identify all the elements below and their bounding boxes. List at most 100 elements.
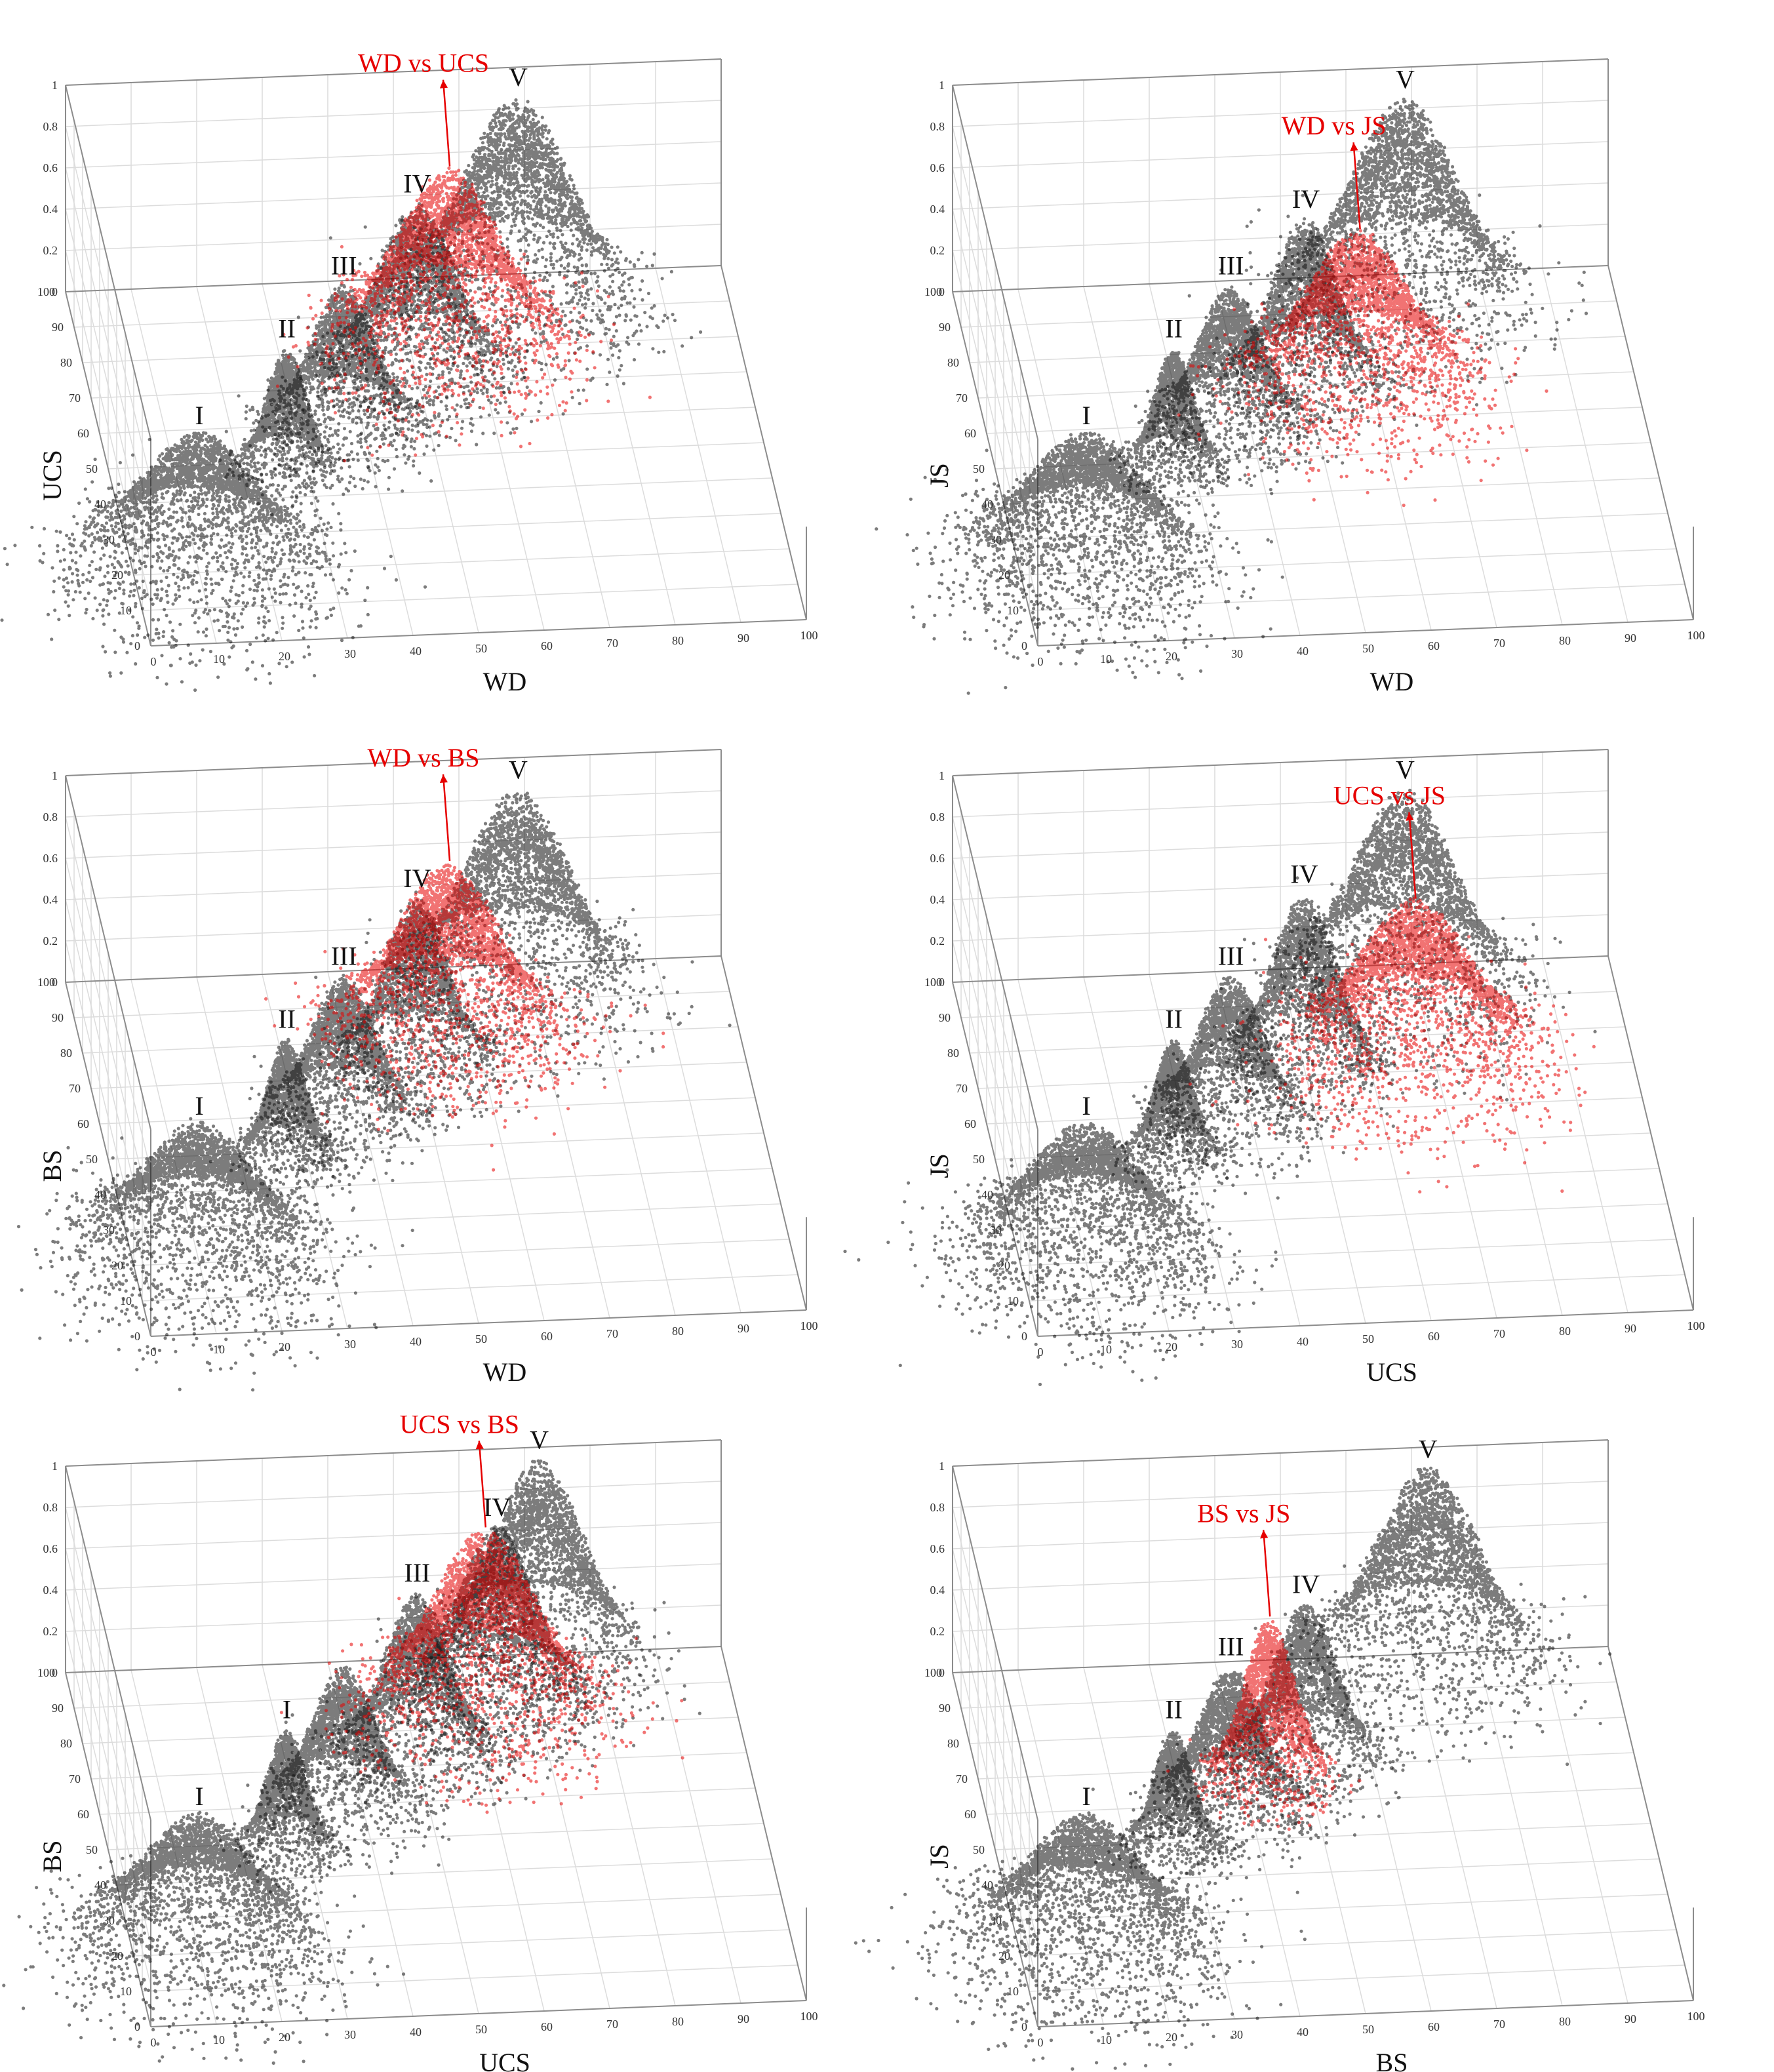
grid-line	[108, 442, 764, 469]
cluster-4-points	[266, 202, 547, 456]
y-tick-label: 90	[939, 1702, 951, 1715]
y-tick-label: 50	[973, 462, 985, 475]
z-tick-label: 0.2	[930, 244, 945, 257]
cluster-1	[0, 431, 427, 692]
x-tick-label: 0	[1038, 2036, 1044, 2049]
grid-line	[952, 831, 1609, 859]
axis-edge	[952, 85, 1038, 440]
cluster-1-points	[854, 1811, 1307, 2071]
z-tick-label: 0.2	[930, 934, 945, 947]
cluster-5-points	[1219, 788, 1597, 1102]
arrow-line	[478, 1441, 487, 1528]
axis-edge	[150, 619, 807, 647]
peak-label: II	[278, 313, 296, 343]
highlight-cluster	[279, 1531, 684, 1814]
highlight-cluster-points	[279, 1531, 684, 1814]
x-axis-title: WD	[483, 667, 527, 696]
grid	[952, 1439, 1694, 2027]
axis-edge	[952, 749, 1609, 776]
x-tick-label: 50	[1362, 2023, 1374, 2036]
axis-edge	[952, 1465, 1038, 1821]
z-tick-label: 0.8	[43, 810, 58, 824]
y-tick-label: 0	[1021, 2020, 1027, 2033]
z-tick-label: 0.6	[930, 1542, 945, 1555]
y-tick-label: 10	[120, 604, 132, 617]
axis-edge	[1607, 955, 1694, 1311]
arrow-line	[1408, 812, 1417, 899]
grid-line	[952, 1631, 1038, 1986]
pair-label: WD vs JS	[1282, 111, 1387, 140]
axis-edge	[65, 749, 722, 776]
cluster-1-points	[875, 431, 1284, 695]
z-tick-label: 1	[52, 1460, 58, 1473]
axis-edge	[1607, 1646, 1694, 2001]
axes-box	[952, 58, 1694, 647]
x-tick-label: 40	[1297, 2025, 1309, 2039]
grid-line	[960, 300, 1617, 328]
x-tick-label: 0	[151, 2036, 157, 2049]
grid-line	[1012, 513, 1668, 540]
peak-label: I	[1082, 1091, 1090, 1121]
x-axis-title: UCS	[479, 2048, 530, 2072]
z-tick-label: 0	[939, 976, 945, 989]
cluster-2-points	[1075, 1039, 1252, 1203]
arrow-line	[442, 79, 451, 167]
x-tick-label: 60	[1428, 2020, 1440, 2033]
peak-label: I	[283, 1694, 291, 1724]
grid-line	[952, 100, 1609, 127]
pair-label: UCS vs JS	[1333, 781, 1446, 810]
highlight-cluster	[1166, 1620, 1362, 1831]
axis-edge	[65, 58, 722, 86]
x-tick-label: 70	[606, 637, 618, 650]
x-tick-label: 90	[1625, 1322, 1636, 1335]
y-tick-label: 90	[939, 1011, 951, 1024]
axis-edge	[952, 58, 1609, 86]
cluster-2-points	[1108, 350, 1231, 508]
peak-label: IV	[1292, 184, 1320, 214]
x-tick-label: 20	[279, 2031, 290, 2044]
grid-line	[65, 1481, 722, 1508]
z-tick-label: 0.8	[930, 120, 945, 133]
cluster-3-points	[224, 283, 469, 493]
peak-label: III	[331, 942, 357, 971]
grid-line	[1020, 1929, 1677, 1957]
pair-label: WD vs BS	[367, 743, 479, 772]
peak-label: V	[1396, 755, 1415, 784]
grid-line	[65, 816, 151, 1172]
grid-line	[952, 1563, 1609, 1591]
peak-label: II	[278, 1004, 296, 1033]
y-tick-label: 80	[947, 1737, 959, 1750]
axes-box	[952, 749, 1694, 1337]
y-axis-title: BS	[37, 1150, 67, 1182]
cluster-5	[1187, 97, 1588, 407]
axis-edge	[150, 2000, 807, 2027]
y-tick-label: 60	[964, 1808, 976, 1821]
grid-line	[1029, 1964, 1685, 1992]
arrow-head	[439, 774, 448, 784]
y-tick-label: 0	[134, 639, 140, 652]
x-tick-label: 40	[1297, 645, 1309, 658]
y-tick-label: 90	[52, 1702, 64, 1715]
cluster-2	[1094, 1730, 1248, 1888]
cluster-1-points	[843, 1122, 1278, 1386]
cluster-2	[218, 349, 370, 517]
x-tick-label: 10	[1100, 652, 1112, 666]
z-tick-label: 0.2	[43, 934, 58, 947]
y-tick-label: 60	[77, 427, 89, 440]
x-tick-label: 10	[213, 652, 225, 666]
x-tick-label: 80	[672, 2015, 684, 2028]
x-tick-label: 30	[344, 647, 356, 660]
y-tick-label: 70	[956, 391, 968, 405]
highlight-cluster	[275, 166, 652, 463]
grid-line	[125, 513, 781, 540]
z-tick-label: 0.6	[930, 852, 945, 865]
x-tick-label: 80	[1559, 1325, 1571, 1338]
x-tick-label: 60	[541, 2020, 553, 2033]
axis-edge	[65, 982, 151, 1337]
peak-label: IV	[403, 169, 431, 199]
cluster-5-points	[346, 1525, 650, 1789]
y-tick-label: 80	[60, 356, 72, 369]
highlight-cluster	[1177, 229, 1548, 508]
